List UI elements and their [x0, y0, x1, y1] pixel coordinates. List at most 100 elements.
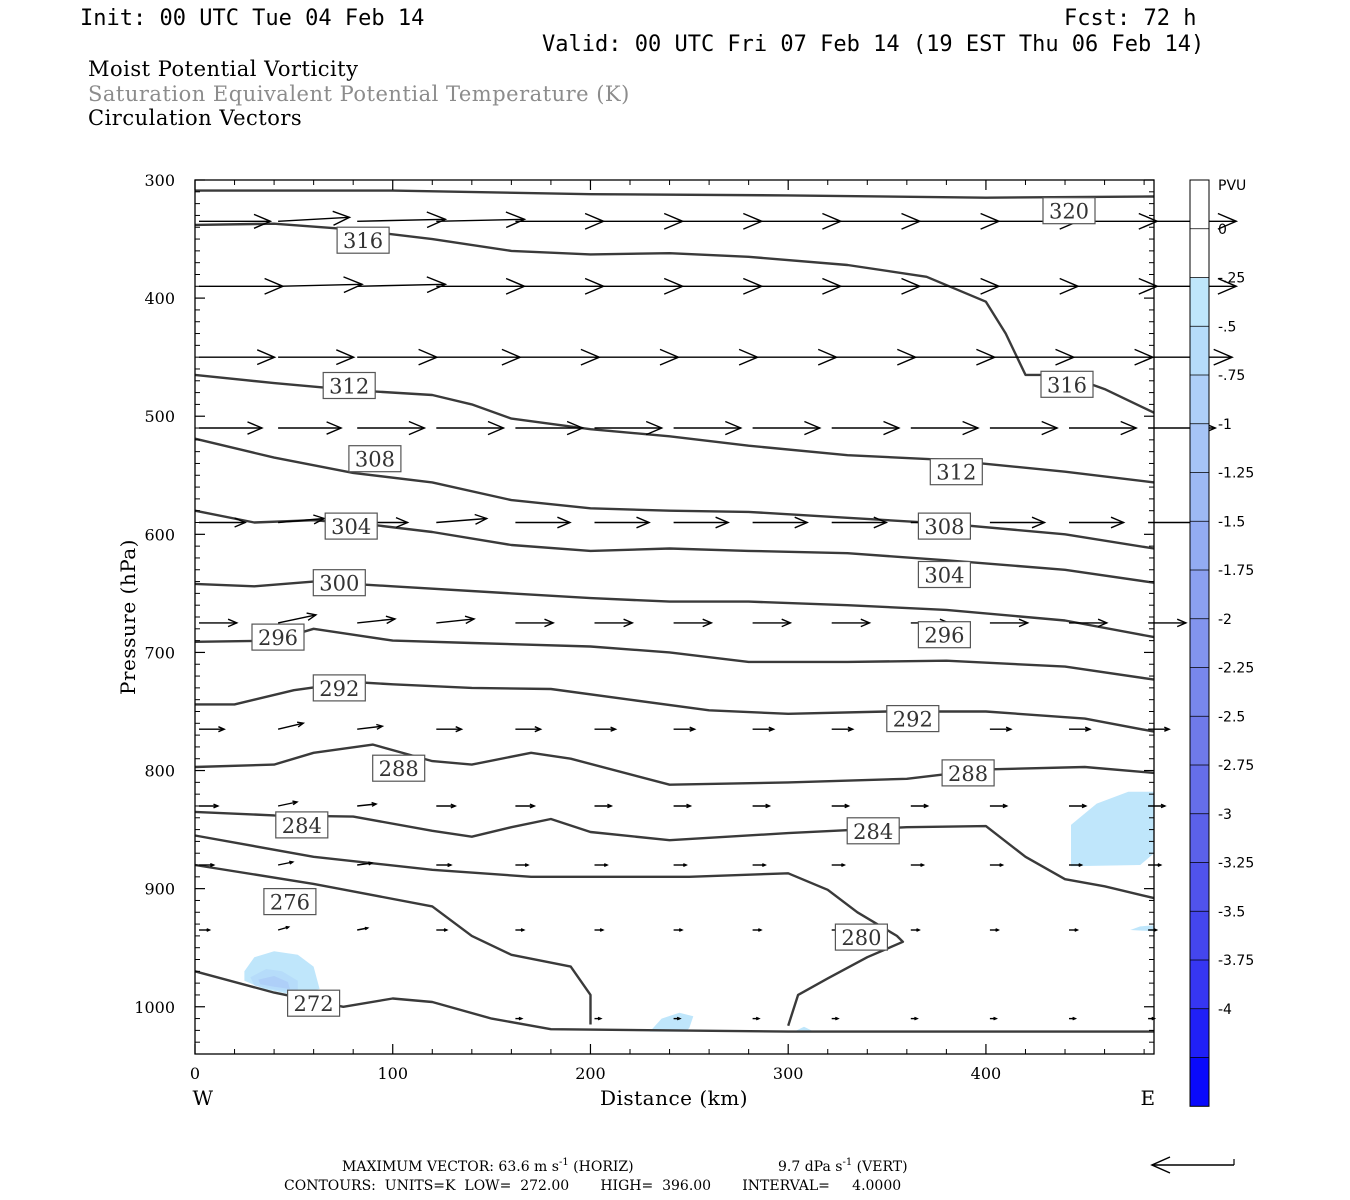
circulation-vector [278, 421, 343, 435]
vector-head [534, 726, 543, 733]
contour-label-box [324, 512, 378, 540]
vector-head [285, 925, 291, 930]
theta-es-contour-296-6 [194, 627, 1155, 681]
vector-shaft [357, 218, 446, 222]
colorbar-label: -.25 [1218, 271, 1245, 287]
vector-shaft [357, 618, 396, 624]
colorbar-label: -3.25 [1218, 856, 1254, 872]
circulation-vector [1069, 277, 1159, 295]
circulation-vector [357, 420, 427, 436]
contour-label-box [917, 560, 972, 589]
max-vector-vert: 9.7 dPa s [778, 1159, 842, 1175]
circulation-vector [594, 803, 614, 809]
circulation-vector [594, 277, 685, 295]
max-vector-vert-tag: (VERT) [852, 1159, 907, 1175]
circulation-vector [199, 803, 220, 809]
y-tick-label: 700 [144, 643, 175, 662]
vector-head [1031, 516, 1047, 529]
circulation-vector [752, 618, 793, 628]
circulation-vector [989, 803, 1009, 809]
colorbar-label: -1.25 [1218, 466, 1254, 482]
vector-shaft [357, 725, 383, 730]
contour-label-text: 316 [343, 229, 383, 253]
axis-tick-layer: 300 400 500 600 700 800 900 1000 0 100 200 300 400 [134, 171, 1154, 1083]
colorbar-cell [1190, 813, 1209, 863]
contour-label-text: 316 [1047, 373, 1087, 397]
circulation-vector [831, 277, 922, 295]
vector-head [1072, 1016, 1078, 1021]
contour-label-text: 304 [331, 515, 371, 539]
circulation-vector [831, 420, 901, 436]
vector-head [336, 349, 356, 366]
circulation-vector [910, 1016, 919, 1021]
vector-head [993, 1016, 998, 1021]
contour-label-text: 308 [924, 515, 964, 539]
circulation-vector [199, 928, 212, 932]
vector-head [443, 928, 449, 932]
vector-head [683, 863, 688, 867]
vector-head [844, 803, 851, 809]
contour-label-box [348, 445, 402, 473]
circulation-vector [357, 348, 439, 366]
circulation-vector [199, 421, 264, 435]
circulation-vector [278, 514, 327, 525]
circulation-vector [436, 420, 506, 436]
circulation-vector [989, 618, 1030, 628]
vector-head [1217, 212, 1239, 230]
circulation-vector [673, 516, 731, 529]
vector-head [686, 803, 693, 809]
vector-head [762, 863, 767, 867]
contour-label: 308 [348, 445, 402, 473]
circulation-vector [515, 803, 537, 809]
max-vector-horiz-tag: (HORIZ) [569, 1159, 634, 1175]
circulation-vector [199, 349, 277, 366]
vector-head [1213, 348, 1234, 366]
contour-label: 312 [929, 458, 983, 486]
field-title-mpv: Moist Potential Vorticity [88, 57, 359, 81]
x-tick-label: 100 [377, 1064, 408, 1083]
colorbar-label: -.75 [1218, 368, 1245, 384]
contour-label-text: 280 [841, 926, 881, 950]
vector-head [768, 726, 776, 732]
circulation-vector [910, 803, 930, 809]
vector-head [227, 618, 239, 628]
circulation-vector [673, 348, 760, 366]
y-tick-label: 500 [144, 407, 175, 426]
circulation-vector [752, 516, 809, 529]
circulation-vector [831, 618, 872, 628]
east-end-label: E [1140, 1086, 1155, 1110]
vector-head [426, 276, 448, 294]
circulation-vector [752, 863, 767, 867]
contour-label-text: 272 [294, 992, 334, 1016]
colorbar-cell [1190, 423, 1209, 473]
circulation-vector [1069, 863, 1084, 867]
mpv-patch-5 [649, 1012, 694, 1032]
circulation-vector [594, 420, 664, 436]
vector-head [313, 514, 327, 525]
circulation-vector [752, 1016, 761, 1021]
init-time-label: Init: 00 UTC Tue 04 Feb 14 [80, 6, 424, 31]
vector-head [920, 863, 926, 867]
contour-label: 284 [275, 811, 329, 839]
pvu-colorbar: PVU 0 -.25 -.5 -.75 -1 -1.25 -1.5 -1.75 -2 -2.25 -2… [1189, 178, 1254, 1107]
valid-time-label: Valid: 00 UTC Fri 07 Feb 14 (19 EST Thu … [542, 32, 1204, 57]
x-tick-label: 300 [773, 1064, 804, 1083]
circulation-vector [594, 726, 618, 732]
colorbar-cell [1190, 716, 1209, 766]
vector-head [218, 726, 226, 733]
circulation-vector [673, 1016, 682, 1021]
x-axis-label: Distance (km) [600, 1086, 748, 1110]
vector-head [544, 618, 555, 628]
circulation-vector [515, 348, 602, 366]
vector-head [860, 618, 872, 628]
circulation-vector [277, 800, 299, 807]
circulation-vector [673, 803, 693, 809]
field-title-vectors: Circulation Vectors [88, 106, 302, 130]
circulation-vector [752, 277, 843, 295]
vector-shaft [277, 861, 293, 866]
colorbar-cell [1190, 228, 1209, 278]
vector-head [332, 210, 352, 226]
vector-head [505, 211, 527, 229]
contour-label-layer: 320 316 316 312 312 308 308 304 304 300 296 296 292 2… [251, 197, 1096, 1017]
contour-label-box [372, 754, 426, 782]
